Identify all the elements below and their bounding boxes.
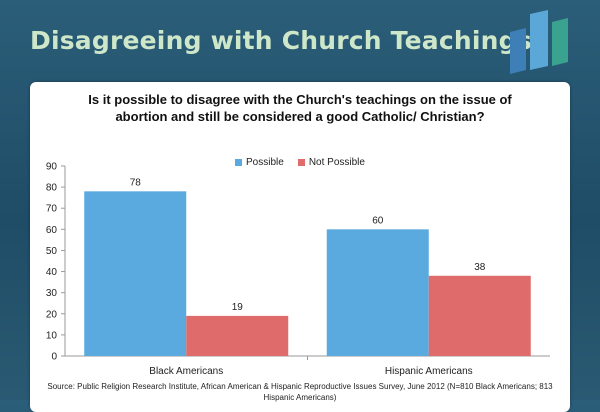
data-label: 78 — [130, 177, 142, 188]
chart-legend: Possible Not Possible — [30, 156, 570, 168]
y-tick-label: 80 — [46, 183, 58, 194]
y-tick-label: 50 — [46, 246, 58, 257]
x-category-label: Black Americans — [149, 366, 223, 377]
legend-label-not-possible: Not Possible — [308, 156, 365, 168]
chart-panel: Is it possible to disagree with the Chur… — [30, 82, 570, 412]
data-label: 38 — [474, 262, 486, 273]
source-note: Source: Public Religion Research Institu… — [47, 382, 553, 402]
y-tick-label: 20 — [46, 309, 58, 320]
bar-not-possible — [428, 275, 531, 356]
data-label: 60 — [372, 215, 384, 226]
data-label: 19 — [232, 302, 244, 313]
legend-item-possible: Possible — [235, 156, 284, 168]
legend-swatch-not-possible — [297, 158, 305, 166]
y-tick-label: 40 — [46, 267, 58, 278]
logo-bars-icon — [510, 10, 568, 74]
y-tick-label: 0 — [51, 352, 57, 363]
y-tick-label: 30 — [46, 288, 58, 299]
logo-bar-right — [552, 18, 568, 66]
chart-title: Is it possible to disagree with the Chur… — [88, 92, 512, 124]
bar-possible — [84, 191, 187, 356]
bar-not-possible — [186, 315, 289, 356]
bar-possible — [326, 229, 429, 356]
legend-swatch-possible — [235, 158, 243, 166]
y-tick-label: 90 — [46, 162, 58, 173]
bar-chart: 0 10 20 30 40 50 60 70 80 90 78 19 Black Americans 60… — [46, 162, 550, 377]
slide-title: Disagreeing with Church Teachings — [30, 26, 532, 55]
x-category-label: Hispanic Americans — [385, 366, 473, 377]
legend-item-not-possible: Not Possible — [297, 156, 365, 168]
legend-label-possible: Possible — [246, 156, 284, 168]
y-tick-label: 60 — [46, 225, 58, 236]
logo-bar-middle — [530, 10, 548, 70]
y-tick-label: 10 — [46, 330, 58, 341]
y-tick-label: 70 — [46, 204, 58, 215]
logo-bar-left — [510, 28, 526, 74]
